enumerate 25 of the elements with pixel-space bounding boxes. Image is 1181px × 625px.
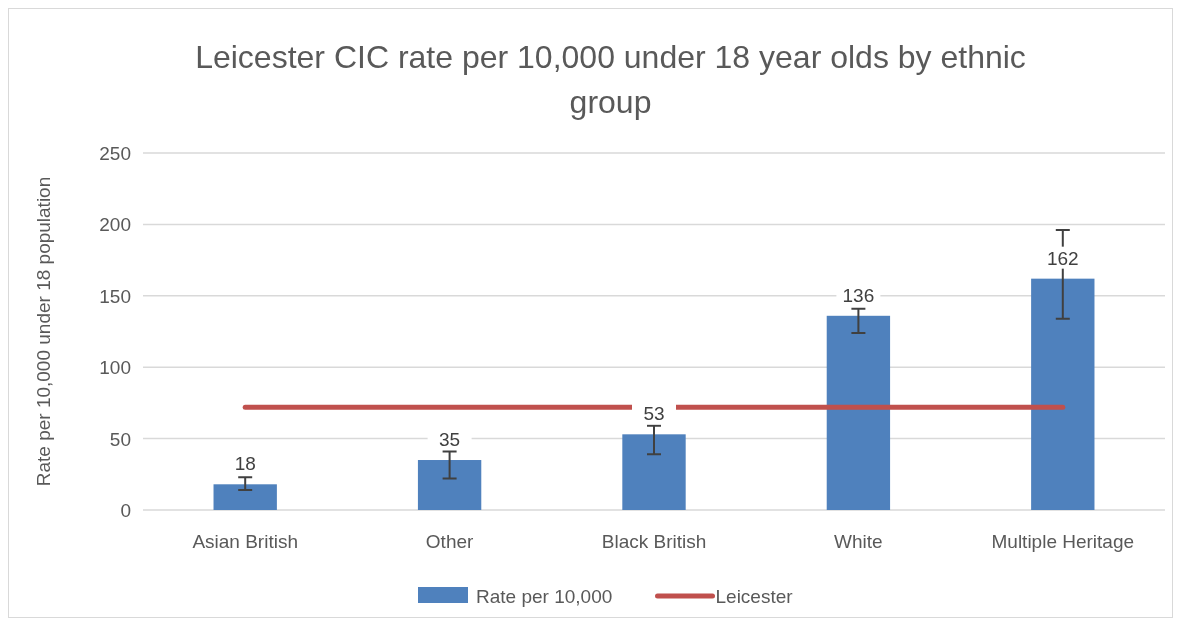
bar bbox=[213, 484, 277, 510]
legend-label: Leicester bbox=[715, 586, 794, 607]
chart-title: Leicester CIC rate per 10,000 under 18 year olds by ethnic group bbox=[195, 39, 1026, 120]
data-label: 53 bbox=[643, 403, 665, 425]
legend-label: Rate per 10,000 bbox=[476, 586, 613, 607]
bar bbox=[826, 315, 891, 510]
x-tick-label: Asian British bbox=[192, 531, 298, 552]
y-tick-label: 200 bbox=[99, 214, 131, 236]
data-label: 35 bbox=[439, 429, 461, 451]
x-tick-label: Black British bbox=[601, 531, 707, 552]
y-tick-label: 50 bbox=[109, 428, 131, 450]
data-label: 18 bbox=[234, 453, 256, 475]
y-tick-label: 150 bbox=[99, 285, 131, 307]
y-tick-label: 0 bbox=[120, 500, 131, 521]
data-label: 162 bbox=[1046, 247, 1079, 269]
bar bbox=[417, 460, 482, 510]
bar bbox=[1031, 278, 1095, 510]
y-axis-title: Rate per 10,000 under 18 population bbox=[33, 176, 54, 487]
x-tick-label: Other bbox=[425, 531, 475, 552]
x-tick-label: White bbox=[834, 531, 883, 552]
x-tick-label: Multiple Heritage bbox=[991, 531, 1135, 552]
data-label: 136 bbox=[842, 284, 875, 306]
bar bbox=[622, 434, 686, 510]
y-tick-label: 250 bbox=[99, 143, 131, 164]
y-tick-label: 100 bbox=[99, 357, 131, 379]
